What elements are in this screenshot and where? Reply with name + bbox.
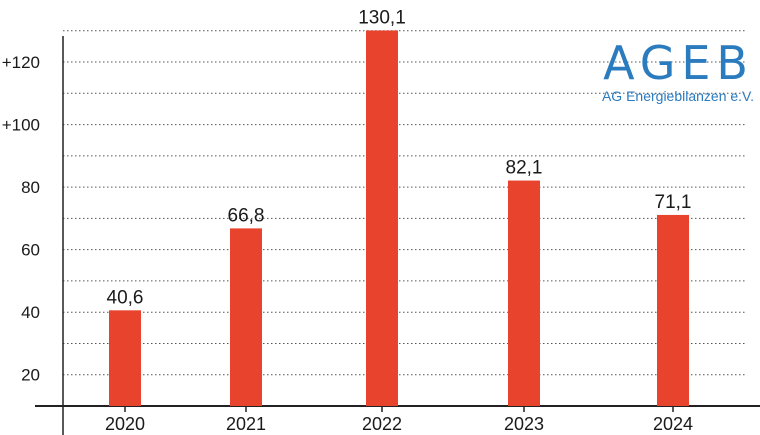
bar — [508, 180, 540, 406]
ageb-logo: AGEB AG Energiebilanzen e.V. — [602, 40, 754, 104]
bar — [657, 214, 689, 406]
x-tick-label: 2021 — [226, 414, 266, 434]
logo-subtitle: AG Energiebilanzen e.V. — [601, 88, 754, 104]
bar-value-label: 82,1 — [506, 158, 543, 179]
bar-value-label: 40,6 — [107, 287, 144, 308]
bar — [366, 30, 398, 406]
y-tick-label: 80 — [21, 178, 40, 197]
y-tick-label: +100 — [2, 116, 40, 135]
x-tick-label: 2024 — [653, 414, 693, 434]
x-tick-label: 2020 — [105, 414, 145, 434]
logo-wordmark: AGEB — [603, 36, 754, 90]
x-tick-label: 2023 — [504, 414, 544, 434]
bar-value-label: 130,1 — [358, 7, 406, 28]
y-tick-label: +120 — [2, 53, 40, 72]
y-tick-label: 40 — [21, 303, 40, 322]
x-tick-label: 2022 — [362, 414, 402, 434]
bar-value-label: 66,8 — [228, 205, 265, 226]
bar — [109, 310, 141, 406]
y-tick-label: 60 — [21, 241, 40, 260]
y-tick-label: 20 — [21, 366, 40, 385]
bar-value-label: 71,1 — [655, 192, 692, 213]
bar — [230, 228, 262, 406]
